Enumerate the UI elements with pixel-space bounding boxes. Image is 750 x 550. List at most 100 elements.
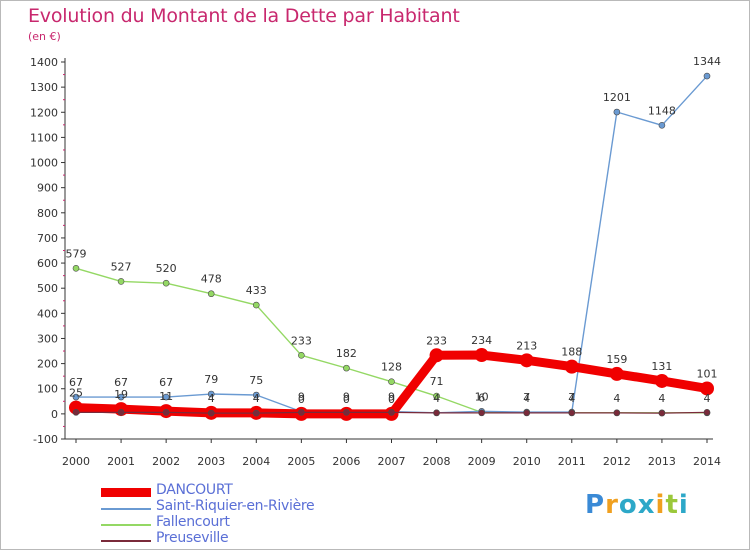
data-label: 520 xyxy=(156,262,177,275)
data-point xyxy=(343,409,350,416)
data-point xyxy=(700,381,714,396)
data-point xyxy=(703,72,711,80)
x-tick-label: 2010 xyxy=(513,455,541,468)
x-tick-label: 2006 xyxy=(332,455,360,468)
data-label: 478 xyxy=(201,273,222,286)
data-point xyxy=(72,393,80,401)
y-tick-label: 1000 xyxy=(30,157,58,170)
data-label: 4 xyxy=(253,392,260,405)
brand-letter: t xyxy=(665,490,679,520)
data-label: 0 xyxy=(343,393,350,406)
data-label: 4 xyxy=(208,392,215,405)
data-label: 234 xyxy=(471,334,492,347)
data-label: 1344 xyxy=(693,55,721,68)
x-tick-label: 2012 xyxy=(603,455,631,468)
data-label: 182 xyxy=(336,347,357,360)
data-label: 9 xyxy=(343,391,350,404)
data-point xyxy=(478,409,485,417)
data-point xyxy=(433,392,440,400)
data-point xyxy=(388,409,395,416)
data-point xyxy=(162,409,170,416)
data-point xyxy=(162,279,170,287)
y-tick-label: 1200 xyxy=(30,106,58,119)
x-tick-label: 2000 xyxy=(62,455,90,468)
data-point xyxy=(207,409,215,417)
data-label: 6 xyxy=(478,391,485,404)
data-label: 233 xyxy=(291,334,312,347)
brand-letter: P xyxy=(585,490,606,520)
legend-label: Saint-Riquier-en-Rivière xyxy=(156,498,315,514)
data-label: 1201 xyxy=(603,91,631,104)
data-point xyxy=(523,409,531,417)
data-point xyxy=(207,290,215,298)
y-tick-label: 0 xyxy=(51,408,58,421)
data-label: 4 xyxy=(613,392,620,405)
data-label: 11 xyxy=(159,390,173,403)
data-label: 579 xyxy=(66,247,87,260)
x-tick-label: 2011 xyxy=(558,455,586,468)
data-point xyxy=(252,301,260,309)
x-tick-label: 2008 xyxy=(423,455,451,468)
x-tick-label: 2014 xyxy=(693,455,721,468)
data-point xyxy=(609,366,624,381)
x-tick-label: 2003 xyxy=(197,455,225,468)
data-point xyxy=(654,373,669,388)
data-label: 7 xyxy=(568,391,575,404)
data-point xyxy=(162,393,170,401)
legend-swatch xyxy=(101,524,151,526)
legend-swatch xyxy=(101,488,151,497)
series-layer xyxy=(69,72,714,421)
data-label: 0 xyxy=(388,393,395,406)
data-point xyxy=(207,390,215,398)
data-point xyxy=(703,409,711,416)
data-label: 67 xyxy=(69,376,83,389)
data-point xyxy=(117,278,125,285)
data-label: 75 xyxy=(249,374,263,387)
x-tick-label: 2005 xyxy=(287,455,315,468)
data-point xyxy=(568,409,576,417)
data-label: 188 xyxy=(561,346,582,359)
y-tick-label: -100 xyxy=(33,433,58,446)
data-point xyxy=(343,364,350,372)
y-tick-label: 700 xyxy=(37,232,58,245)
data-label: 9 xyxy=(298,391,305,404)
data-label: 233 xyxy=(426,334,447,347)
data-label: 7 xyxy=(523,391,530,404)
x-tick-label: 2009 xyxy=(468,455,496,468)
brand-letter: i xyxy=(678,490,689,520)
data-point xyxy=(564,359,579,374)
data-point xyxy=(72,409,80,416)
data-point xyxy=(117,409,125,416)
data-label: 19 xyxy=(114,388,128,401)
y-tick-label: 900 xyxy=(37,182,58,195)
y-tick-label: 1100 xyxy=(30,131,58,144)
data-point xyxy=(433,409,440,417)
data-label: 213 xyxy=(516,339,537,352)
y-tick-label: 500 xyxy=(37,282,58,295)
data-label: 128 xyxy=(381,361,402,374)
chart-title: Evolution du Montant de la Dette par Hab… xyxy=(28,5,460,27)
data-point xyxy=(658,409,666,417)
data-point xyxy=(429,348,444,363)
y-tick-label: 800 xyxy=(37,207,58,220)
x-tick-label: 2002 xyxy=(152,455,180,468)
data-label: 159 xyxy=(606,353,627,366)
data-point xyxy=(72,265,80,272)
legend-swatch xyxy=(101,508,151,510)
brand-letter: x xyxy=(637,490,656,520)
data-point xyxy=(117,393,125,401)
data-point xyxy=(658,122,666,129)
data-label: 4 xyxy=(568,392,575,405)
data-label: 131 xyxy=(651,360,672,373)
data-point xyxy=(69,400,83,415)
brand-letter: r xyxy=(605,490,619,520)
data-label: 9 xyxy=(388,391,395,404)
y-tick-label: 400 xyxy=(37,307,58,320)
data-label: 0 xyxy=(298,393,305,406)
data-label: 67 xyxy=(159,376,173,389)
legend-label: DANCOURT xyxy=(156,482,233,498)
y-tick-label: 1300 xyxy=(30,81,58,94)
x-tick-label: 2007 xyxy=(378,455,406,468)
